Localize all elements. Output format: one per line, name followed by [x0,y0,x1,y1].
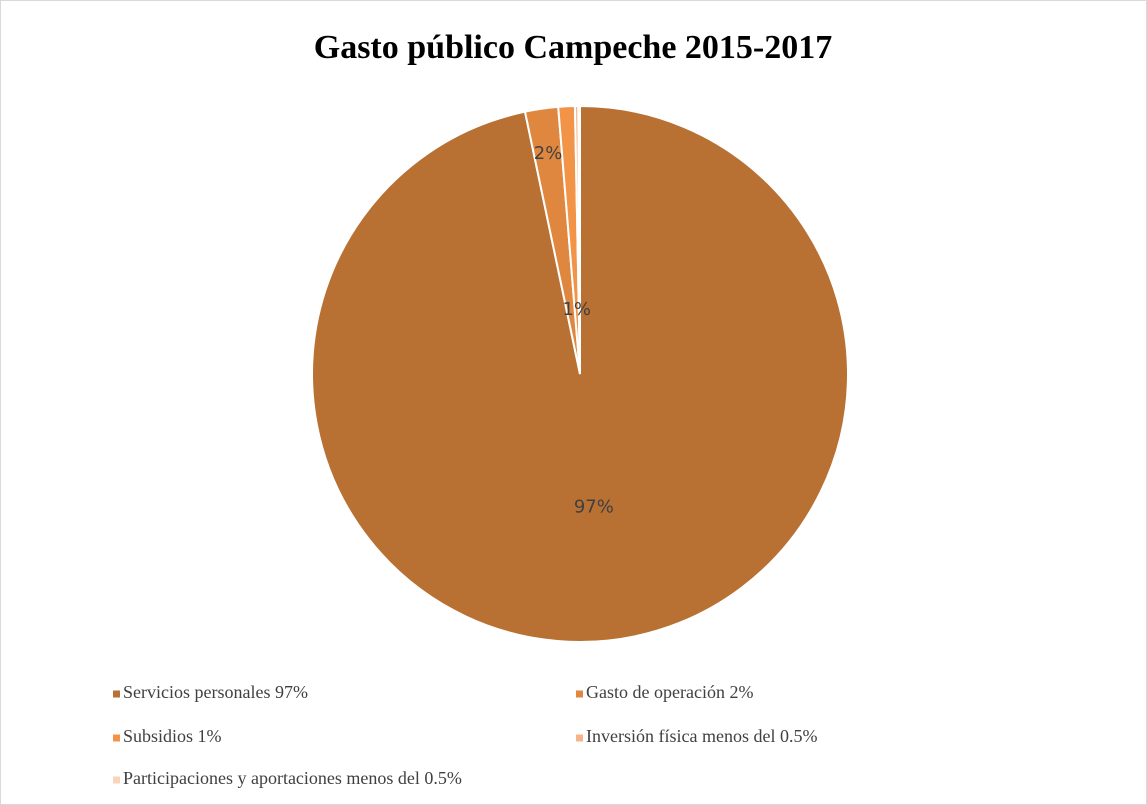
legend-swatch [576,690,583,698]
legend-swatch [113,734,120,742]
data-label: 97% [574,496,614,517]
legend-label: Participaciones y aportaciones menos del… [123,768,462,788]
legend-label: Servicios personales 97% [123,682,308,702]
legend-swatch [576,734,583,742]
chart-title: Gasto público Campeche 2015-2017 [314,29,833,66]
pie-slice [577,104,581,375]
data-label: 1% [562,299,591,320]
legend-label: Inversión física menos del 0.5% [586,726,817,746]
legend-label: Gasto de operación 2% [586,682,753,702]
legend-swatch [113,690,120,698]
data-label: 2% [534,143,563,164]
legend-swatch [113,776,120,784]
legend-label: Subsidios 1% [123,726,222,746]
